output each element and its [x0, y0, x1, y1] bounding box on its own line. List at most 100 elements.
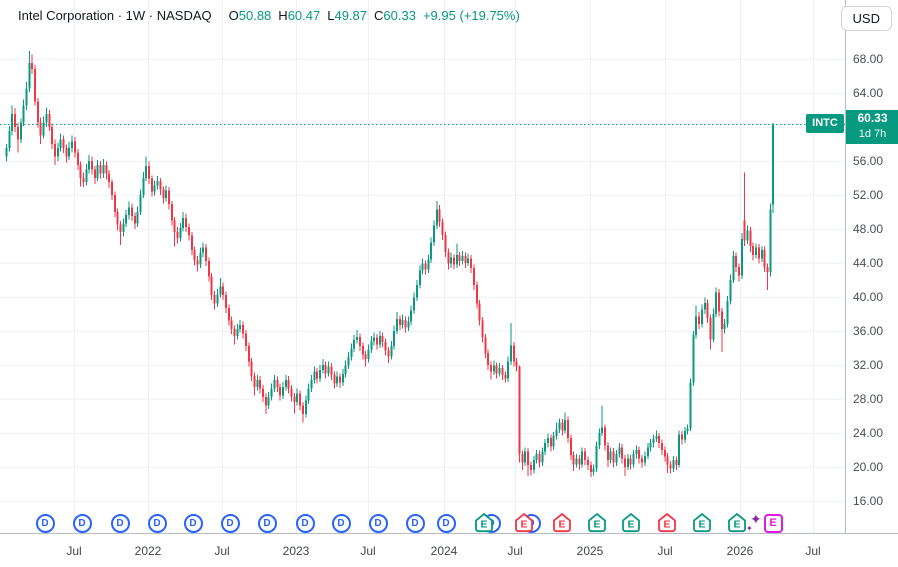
candle-body [755, 247, 758, 256]
dividend-badge[interactable]: D [110, 513, 130, 533]
symbol-legend[interactable]: Intel Corporation · 1W · NASDAQ O50.88 H60… [18, 8, 520, 23]
candle-body [535, 454, 538, 461]
candle-body [159, 181, 162, 190]
candle-body [153, 185, 156, 192]
price-tick-label: 52.00 [853, 187, 884, 202]
candle-body [130, 207, 133, 217]
earnings-letter: E [558, 519, 565, 531]
candle-body [71, 141, 74, 149]
earnings-badge-beat[interactable]: E [726, 512, 748, 534]
ohlc-value: 60.47 [287, 8, 321, 23]
dividend-badge[interactable]: D [368, 513, 388, 533]
candle-body [586, 460, 589, 466]
dividend-badge[interactable]: D [295, 513, 315, 533]
dividend-badge[interactable]: D [183, 513, 203, 533]
dividend-badge[interactable]: D [257, 513, 277, 533]
ohlc-letter: L [327, 8, 335, 23]
candle-body [202, 247, 205, 253]
candle-body [350, 348, 353, 358]
candle-body [176, 232, 179, 239]
candle-body [170, 204, 173, 221]
candle-body [128, 207, 131, 216]
candle-body [273, 380, 276, 389]
candle-body [683, 431, 686, 440]
candle-body [205, 247, 207, 262]
earnings-upcoming-badge[interactable]: E [763, 513, 783, 533]
dividend-badge[interactable]: D [220, 513, 240, 533]
candle-body [116, 211, 119, 225]
candle-body [56, 148, 59, 157]
candle-body [501, 368, 504, 376]
candle-body [726, 301, 729, 325]
dividend-badge[interactable]: D [72, 513, 92, 533]
candle-body [219, 286, 222, 295]
candle-body [324, 364, 327, 374]
ohlc-value: 50.88 [238, 8, 272, 23]
candle-body [441, 222, 444, 235]
candle-body [51, 126, 54, 144]
candle-body [353, 340, 356, 349]
candle-body [709, 318, 712, 340]
candle-body [301, 405, 304, 415]
candle-body [581, 451, 584, 465]
dividend-badge[interactable]: D [436, 513, 456, 533]
earnings-badge-miss[interactable]: E [551, 512, 573, 534]
candle-body [361, 346, 364, 355]
candle-body [601, 427, 604, 433]
candle-body [145, 165, 148, 178]
time-axis[interactable]: Jul 2022 Jul 2023 Jul 2024 Jul 2025 Jul 2026 Jul [0, 533, 898, 567]
candle-body [541, 451, 544, 463]
bar-close-countdown: 1d 7h [858, 128, 887, 140]
candle-body [735, 256, 738, 268]
dividend-badge[interactable]: D [147, 513, 167, 533]
currency-button[interactable]: USD [840, 6, 892, 31]
candle-body [572, 454, 575, 465]
candle-body [529, 465, 532, 471]
candle-body [136, 211, 139, 224]
candle-body [669, 464, 672, 469]
dividend-badge[interactable]: D [35, 513, 55, 533]
candle-body [760, 250, 763, 259]
dividend-badge[interactable]: D [405, 513, 425, 533]
candle-body [729, 279, 732, 302]
candlestick-plot[interactable] [0, 0, 845, 533]
earnings-badge-beat[interactable]: E [473, 512, 495, 534]
candle-body [626, 458, 629, 467]
candle-body [356, 336, 359, 341]
candle-body [259, 380, 262, 389]
candle-body [310, 380, 313, 389]
ohlc-letter: C [374, 8, 384, 23]
candle-body [88, 160, 91, 170]
candle-body [307, 388, 310, 401]
dividend-badge[interactable]: D [331, 513, 351, 533]
price-tick-label: 40.00 [853, 289, 884, 304]
candle-body [230, 320, 233, 330]
candle-body [740, 239, 743, 276]
candle-body [555, 429, 558, 437]
symbol-title[interactable]: Intel Corporation · 1W · NASDAQ [18, 8, 212, 23]
candle-body [564, 420, 567, 431]
chart-pane[interactable]: DDDDDDDDDDDDDDEEEEEEEEE✦✦ Intel Corporat… [0, 0, 845, 533]
candle-body [492, 365, 495, 372]
earnings-badge-beat[interactable]: E [620, 512, 642, 534]
earnings-badge-miss[interactable]: E [656, 512, 678, 534]
candle-body [663, 449, 666, 457]
candle-body [276, 380, 279, 387]
candle-body [612, 451, 615, 463]
candle-body [196, 260, 199, 265]
candle-body [737, 267, 740, 276]
candle-body [28, 63, 31, 89]
candle-body [427, 259, 430, 270]
earnings-badge-beat[interactable]: E [586, 512, 608, 534]
candle-body [48, 114, 51, 127]
earnings-badge-beat[interactable]: E [691, 512, 713, 534]
earnings-badge-miss[interactable]: E [513, 512, 535, 534]
candle-body [498, 368, 501, 374]
candle-body [527, 451, 530, 466]
candle-body [509, 345, 512, 362]
price-axis[interactable]: 68.0064.0060.0056.0052.0048.0044.0040.00… [845, 0, 898, 567]
candle-body [769, 209, 772, 273]
ohlc-letter: O [228, 8, 239, 23]
candle-body [213, 295, 216, 304]
candle-body [185, 217, 188, 228]
